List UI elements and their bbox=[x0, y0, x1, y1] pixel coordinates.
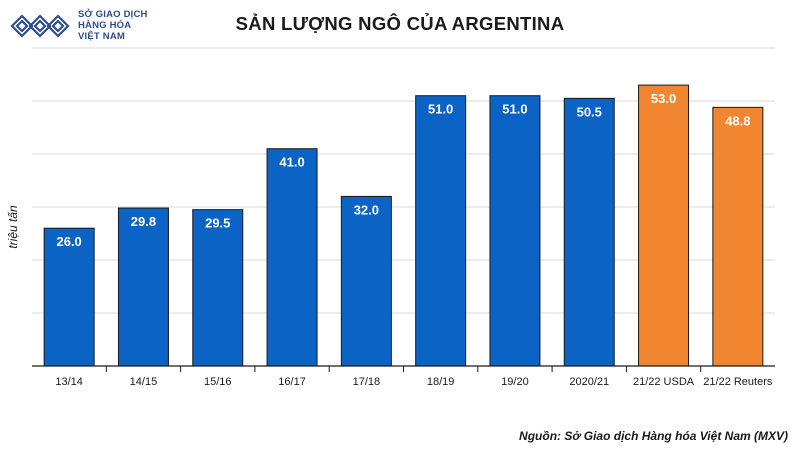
data-label: 41.0 bbox=[279, 155, 304, 170]
bar bbox=[117, 207, 169, 367]
x-tick-label: 13/14 bbox=[55, 376, 83, 388]
chart-title: SẢN LƯỢNG NGÔ CỦA ARGENTINA bbox=[235, 13, 565, 34]
x-tick-label: 2020/21 bbox=[569, 376, 609, 388]
bar bbox=[638, 84, 690, 367]
x-tick-label: 16/17 bbox=[278, 376, 306, 388]
x-tick-label: 17/18 bbox=[353, 376, 381, 388]
bar bbox=[192, 209, 244, 367]
stock-exchange-logo-icon bbox=[10, 14, 70, 38]
x-tick-label: 15/16 bbox=[204, 376, 232, 388]
source-note: Nguồn: Sở Giao dịch Hàng hóa Việt Nam (M… bbox=[519, 429, 788, 443]
x-tick-label: 18/19 bbox=[427, 376, 455, 388]
bar bbox=[340, 195, 392, 367]
logo-text: SỞ GIAO DỊCH HÀNG HÓA VIỆT NAM bbox=[78, 9, 148, 42]
x-tick-label: 19/20 bbox=[501, 376, 529, 388]
x-tick-label: 14/15 bbox=[130, 376, 158, 388]
data-label: 32.0 bbox=[354, 202, 379, 217]
data-label: 29.8 bbox=[131, 214, 156, 229]
data-label: 50.5 bbox=[577, 104, 602, 119]
bar bbox=[43, 227, 95, 367]
bar bbox=[489, 95, 541, 367]
bar bbox=[563, 97, 615, 367]
x-tick-label: 21/22 Reuters bbox=[703, 376, 773, 388]
logo-line-3: VIỆT NAM bbox=[78, 31, 125, 42]
data-label: 53.0 bbox=[651, 91, 676, 106]
data-label: 29.5 bbox=[205, 216, 230, 231]
x-tick-label: 21/22 USDA bbox=[633, 376, 695, 388]
data-label: 51.0 bbox=[428, 102, 453, 117]
data-label: 48.8 bbox=[725, 113, 750, 128]
bar bbox=[266, 148, 318, 367]
logo-line-2: HÀNG HÓA bbox=[78, 20, 132, 31]
bar bbox=[712, 106, 764, 367]
data-label: 26.0 bbox=[56, 234, 81, 249]
data-label: 51.0 bbox=[502, 102, 527, 117]
y-axis-label: triệu tấn bbox=[6, 205, 20, 249]
logo-line-1: SỞ GIAO DỊCH bbox=[78, 9, 148, 20]
bar bbox=[415, 95, 467, 367]
